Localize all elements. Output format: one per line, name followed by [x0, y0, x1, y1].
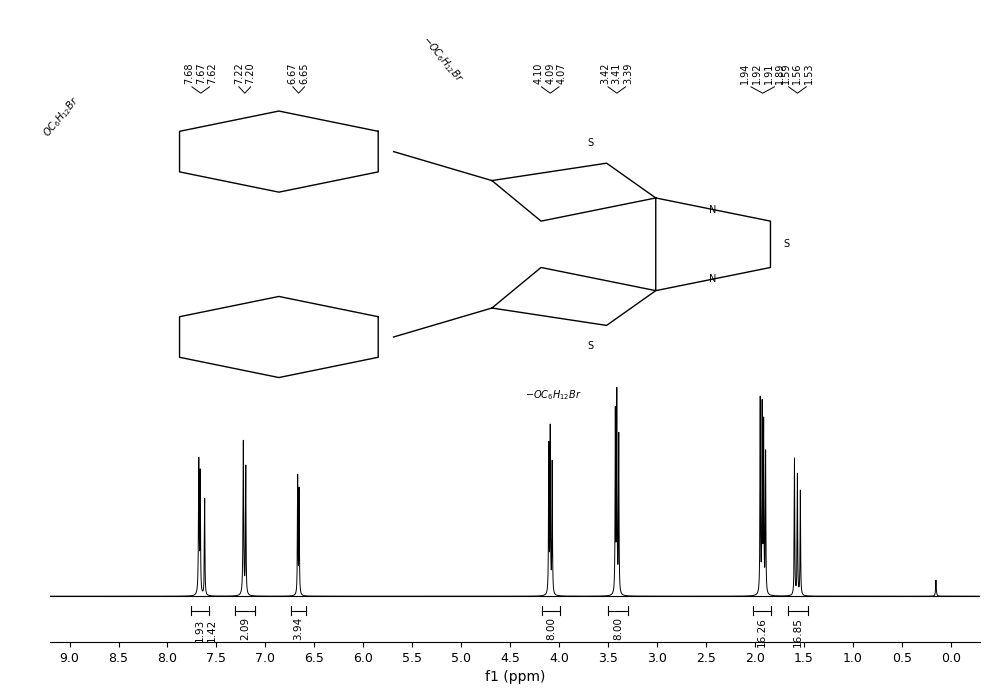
Text: 7.22
7.20: 7.22 7.20 [234, 62, 256, 84]
Text: 2.09: 2.09 [240, 617, 250, 640]
Text: 4.10
4.09
4.07: 4.10 4.09 4.07 [534, 63, 567, 84]
Text: $-OC_6H_{12}Br$: $-OC_6H_{12}Br$ [525, 388, 581, 402]
Text: $-OC_6H_{12}Br$: $-OC_6H_{12}Br$ [419, 33, 466, 85]
Text: N: N [709, 274, 717, 284]
Text: 3.42
3.41
3.39: 3.42 3.41 3.39 [600, 63, 633, 84]
Text: S: S [784, 239, 790, 249]
Text: 16.85: 16.85 [793, 617, 803, 647]
Text: 1.59
1.56
1.53: 1.59 1.56 1.53 [781, 63, 814, 84]
Text: 6.67
6.65: 6.67 6.65 [288, 63, 309, 84]
Text: 3.94: 3.94 [294, 617, 304, 640]
Text: N: N [709, 205, 717, 214]
Text: 1.42: 1.42 [207, 619, 217, 642]
Text: S: S [587, 138, 593, 148]
Text: 1.93: 1.93 [195, 619, 205, 642]
Text: 8.00: 8.00 [613, 617, 623, 640]
X-axis label: f1 (ppm): f1 (ppm) [485, 671, 545, 685]
Text: 16.26: 16.26 [757, 617, 767, 647]
Text: S: S [587, 341, 593, 350]
Text: $OC_6H_{12}Br$: $OC_6H_{12}Br$ [40, 94, 82, 140]
Text: 8.00: 8.00 [546, 617, 556, 640]
Text: 7.68
7.67
7.62: 7.68 7.67 7.62 [184, 63, 217, 84]
Text: 1.94
1.92
1.91
1.89: 1.94 1.92 1.91 1.89 [740, 63, 785, 84]
